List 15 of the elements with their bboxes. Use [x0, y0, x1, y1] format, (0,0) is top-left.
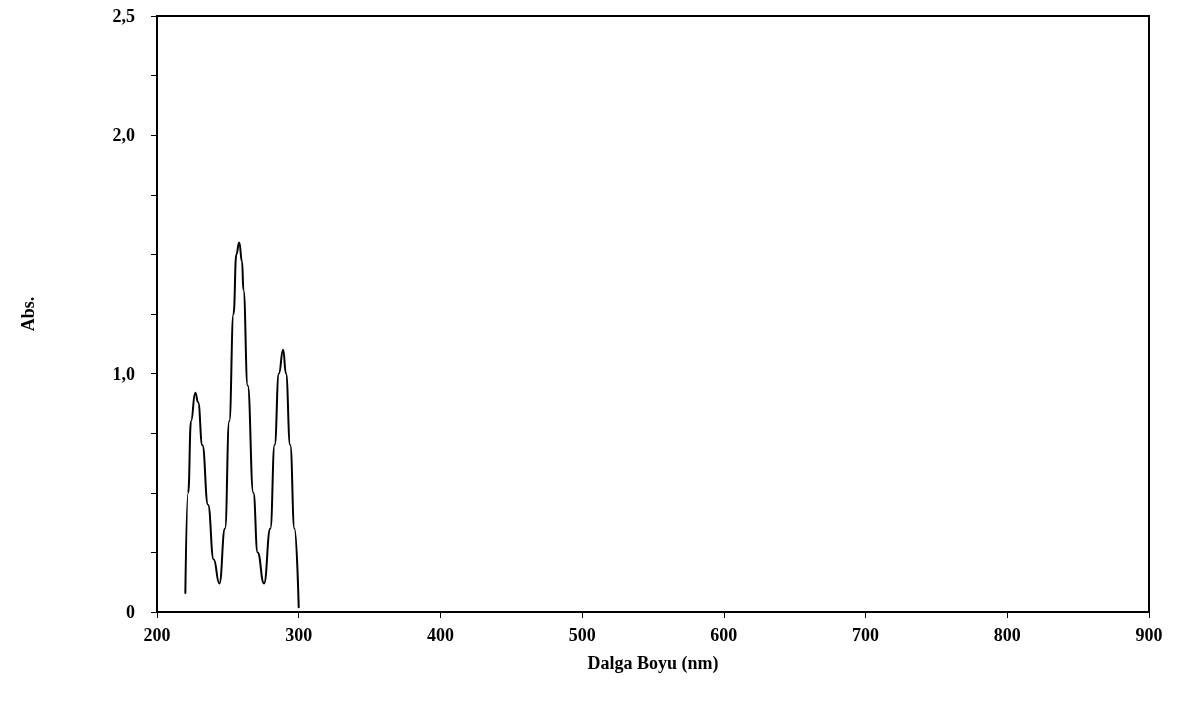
x-tick-label: 400 — [426, 625, 454, 645]
x-tick-label: 500 — [568, 625, 596, 645]
x-tick-label: 300 — [285, 625, 313, 645]
x-tick-label: 700 — [852, 625, 880, 645]
y-tick-label: 2,5 — [112, 6, 135, 26]
x-tick-label: 200 — [143, 625, 171, 645]
x-tick-label: 800 — [993, 625, 1021, 645]
y-tick-label: 1,0 — [112, 363, 135, 384]
y-tick-label: 0 — [126, 602, 135, 622]
y-tick-label: 2,0 — [112, 125, 135, 146]
x-tick-label: 900 — [1135, 625, 1163, 645]
x-tick-label: 600 — [710, 625, 738, 645]
x-axis-title: Dalga Boyu (nm) — [587, 653, 719, 674]
line-series — [184, 241, 300, 609]
y-axis-title: Abs. — [18, 296, 38, 332]
